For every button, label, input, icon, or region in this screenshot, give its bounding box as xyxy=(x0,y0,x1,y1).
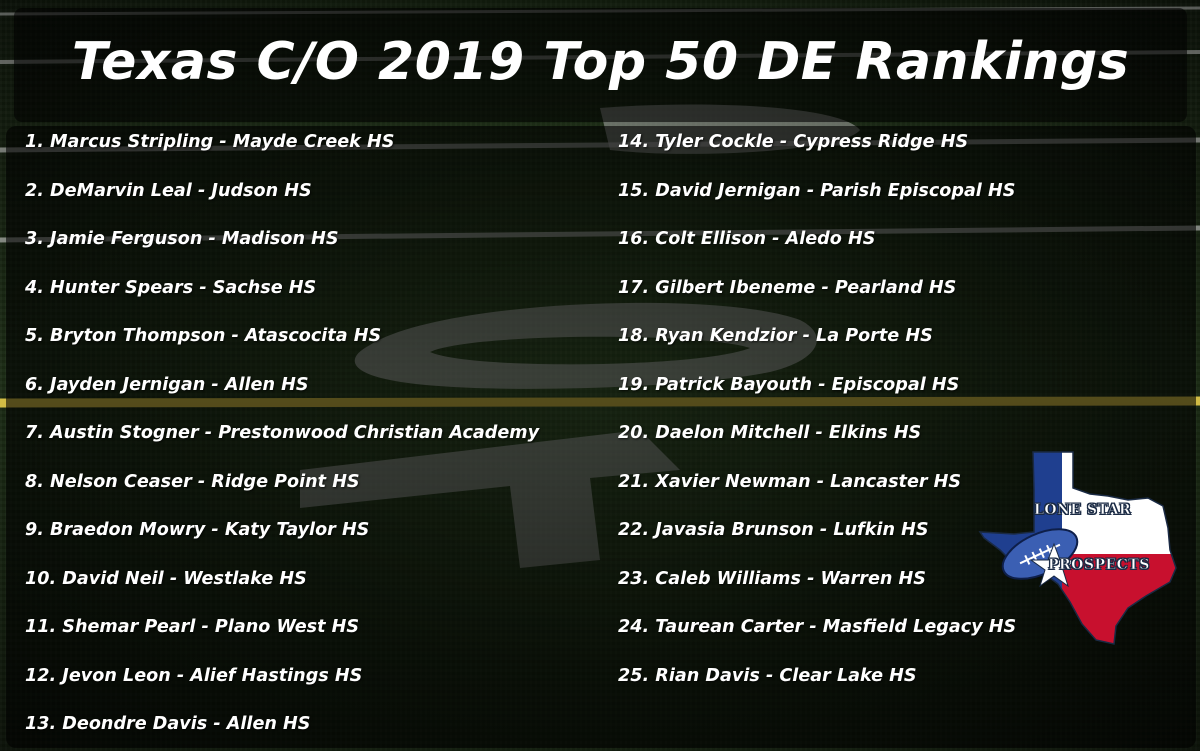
ranking-item: 24. Taurean Carter - Masfield Legacy HS xyxy=(618,617,1017,637)
ranking-item: 7. Austin Stogner - Prestonwood Christia… xyxy=(25,423,540,443)
ranking-item: 1. Marcus Stripling - Mayde Creek HS xyxy=(25,132,395,152)
ranking-item: 14. Tyler Cockle - Cypress Ridge HS xyxy=(618,132,969,152)
ranking-item: 2. DeMarvin Leal - Judson HS xyxy=(25,180,312,201)
ranking-item: 22. Javasia Brunson - Lufkin HS xyxy=(618,520,929,540)
ranking-item: 8. Nelson Ceaser - Ridge Point HS xyxy=(25,471,360,492)
ranking-item: 21. Xavier Newman - Lancaster HS xyxy=(618,471,962,492)
logo-line-2: PROSPECTS xyxy=(1048,557,1150,574)
ranking-item: 20. Daelon Mitchell - Elkins HS xyxy=(618,423,922,443)
rankings-panel xyxy=(6,126,1196,748)
ranking-item: 6. Jayden Jernigan - Allen HS xyxy=(25,374,309,395)
logo-line-1: LONE STAR xyxy=(1034,502,1132,519)
ranking-item: 3. Jamie Ferguson - Madison HS xyxy=(25,229,339,249)
ranking-item: 15. David Jernigan - Parish Episcopal HS xyxy=(618,180,1016,201)
texas-flag-map-logo: LONE STAR PROSPECTS xyxy=(978,450,1178,646)
rankings-column-right: 14. Tyler Cockle - Cypress Ridge HS 15. … xyxy=(618,128,1088,710)
ranking-item: 18. Ryan Kendzior - La Porte HS xyxy=(618,326,933,346)
ranking-item: 23. Caleb Williams - Warren HS xyxy=(618,568,926,589)
ranking-item: 17. Gilbert Ibeneme - Pearland HS xyxy=(618,277,957,298)
ranking-item: 11. Shemar Pearl - Plano West HS xyxy=(25,617,360,637)
ranking-item: 13. Deondre Davis - Allen HS xyxy=(25,714,311,734)
star-icon xyxy=(1029,542,1079,588)
ranking-item: 5. Bryton Thompson - Atascocita HS xyxy=(25,326,382,346)
ranking-item: 4. Hunter Spears - Sachse HS xyxy=(25,277,317,298)
rankings-column-left: 1. Marcus Stripling - Mayde Creek HS 2. … xyxy=(25,128,615,751)
ranking-item: 12. Jevon Leon - Alief Hastings HS xyxy=(25,665,363,686)
ranking-item: 25. Rian Davis - Clear Lake HS xyxy=(618,665,917,686)
ranking-item: 19. Patrick Bayouth - Episcopal HS xyxy=(618,374,960,395)
page-title: Texas C/O 2019 Top 50 DE Rankings xyxy=(71,32,1130,92)
ranking-item: 10. David Neil - Westlake HS xyxy=(25,568,307,589)
ranking-item: 16. Colt Ellison - Aledo HS xyxy=(618,229,876,249)
ranking-item: 9. Braedon Mowry - Katy Taylor HS xyxy=(25,520,370,540)
title-banner: Texas C/O 2019 Top 50 DE Rankings xyxy=(14,8,1187,122)
